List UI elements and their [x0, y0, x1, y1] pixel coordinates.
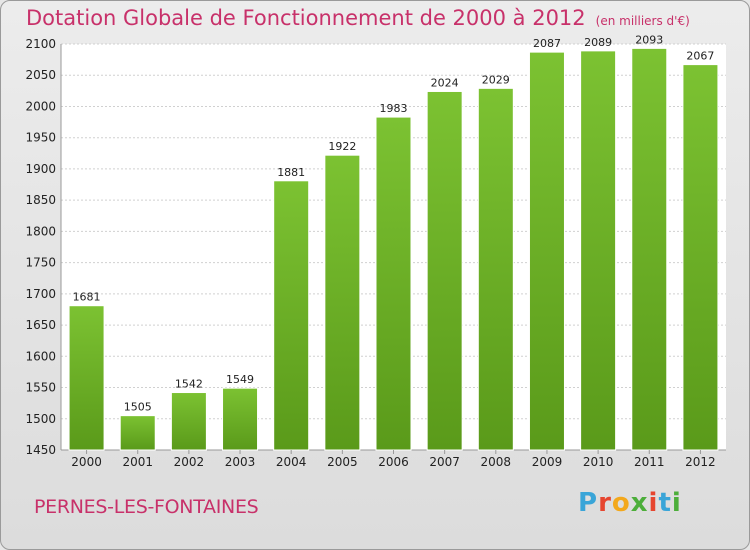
logo-letter: x — [630, 488, 649, 518]
y-tick-label: 2050 — [25, 68, 56, 82]
x-tick-label-2005: 2005 — [327, 455, 358, 469]
bar-2011 — [631, 47, 668, 451]
logo-letter: i — [648, 488, 659, 518]
logo-letter: o — [611, 488, 631, 518]
value-label-2001: 1505 — [124, 401, 152, 414]
chart-title-text: Dotation Globale de Fonctionnement de 20… — [26, 6, 586, 30]
y-tick-label: 1950 — [25, 131, 56, 145]
proxiti-logo: Proxiti — [578, 488, 682, 518]
value-label-2012: 2067 — [686, 50, 714, 63]
bar-2012 — [682, 64, 719, 451]
y-tick-label: 1450 — [25, 443, 56, 457]
y-tick-label: 1550 — [25, 381, 56, 395]
x-tick-label-2001: 2001 — [122, 455, 153, 469]
y-tick-label: 2100 — [25, 37, 56, 51]
x-tick-label-2000: 2000 — [71, 455, 102, 469]
value-label-2002: 1542 — [175, 378, 203, 391]
y-tick-label: 1650 — [25, 318, 56, 332]
bar-2002 — [170, 392, 207, 451]
y-tick-label: 1600 — [25, 349, 56, 363]
x-tick-label-2006: 2006 — [378, 455, 409, 469]
city-name: PERNES-LES-FONTAINES — [34, 496, 259, 518]
bar-2004 — [273, 180, 310, 451]
x-tick-label-2010: 2010 — [583, 455, 614, 469]
y-tick-label: 1500 — [25, 412, 56, 426]
x-tick-label-2007: 2007 — [429, 455, 460, 469]
y-tick-label: 1850 — [25, 193, 56, 207]
bar-2003 — [222, 387, 259, 451]
y-tick-label: 1800 — [25, 224, 56, 238]
y-tick-label: 1700 — [25, 287, 56, 301]
logo-letter: r — [598, 488, 612, 518]
x-axis: 2000 2001 2002 2003 2004 2005 2006 2007 2008 2009… — [71, 450, 716, 469]
value-label-2009: 2087 — [533, 37, 561, 50]
bar-2000 — [68, 305, 105, 451]
x-tick-label-2012: 2012 — [685, 455, 716, 469]
x-tick-label-2004: 2004 — [276, 455, 307, 469]
value-label-2008: 2029 — [482, 73, 510, 86]
y-tick-label: 2000 — [25, 99, 56, 113]
bar-2010 — [580, 50, 617, 451]
y-tick-label: 1900 — [25, 162, 56, 176]
y-axis: 1450 1500 1550 1600 1650 1700 1750 1800 1850 1900… — [25, 37, 726, 457]
y-tick-label: 1750 — [25, 256, 56, 270]
logo-letter: i — [671, 488, 682, 518]
value-label-2004: 1881 — [277, 166, 305, 179]
x-tick-label-2002: 2002 — [174, 455, 205, 469]
value-label-2000: 1681 — [73, 291, 101, 304]
bar-2009 — [528, 51, 565, 451]
value-label-2011: 2093 — [635, 33, 663, 46]
value-label-2003: 1549 — [226, 373, 254, 386]
value-label-2010: 2089 — [584, 36, 612, 49]
logo-letter: P — [578, 488, 599, 518]
x-tick-label-2003: 2003 — [225, 455, 256, 469]
bar-2006 — [375, 116, 412, 451]
chart-unit: (en milliers d'€) — [595, 14, 690, 28]
x-tick-label-2008: 2008 — [481, 455, 512, 469]
bars: 1681 1505 1542 1549 1881 1922 1983 2024 2029 2087… — [68, 33, 719, 451]
bar-2007 — [426, 90, 463, 451]
value-label-2006: 1983 — [380, 102, 408, 115]
value-label-2007: 2024 — [431, 76, 459, 89]
bar-2008 — [477, 87, 514, 451]
value-label-2005: 1922 — [328, 140, 356, 153]
x-tick-label-2011: 2011 — [634, 455, 665, 469]
chart-title: Dotation Globale de Fonctionnement de 20… — [26, 6, 690, 30]
x-tick-label-2009: 2009 — [532, 455, 563, 469]
logo-letter: t — [658, 488, 672, 518]
bar-2001 — [119, 415, 156, 451]
bar-2005 — [324, 154, 361, 451]
